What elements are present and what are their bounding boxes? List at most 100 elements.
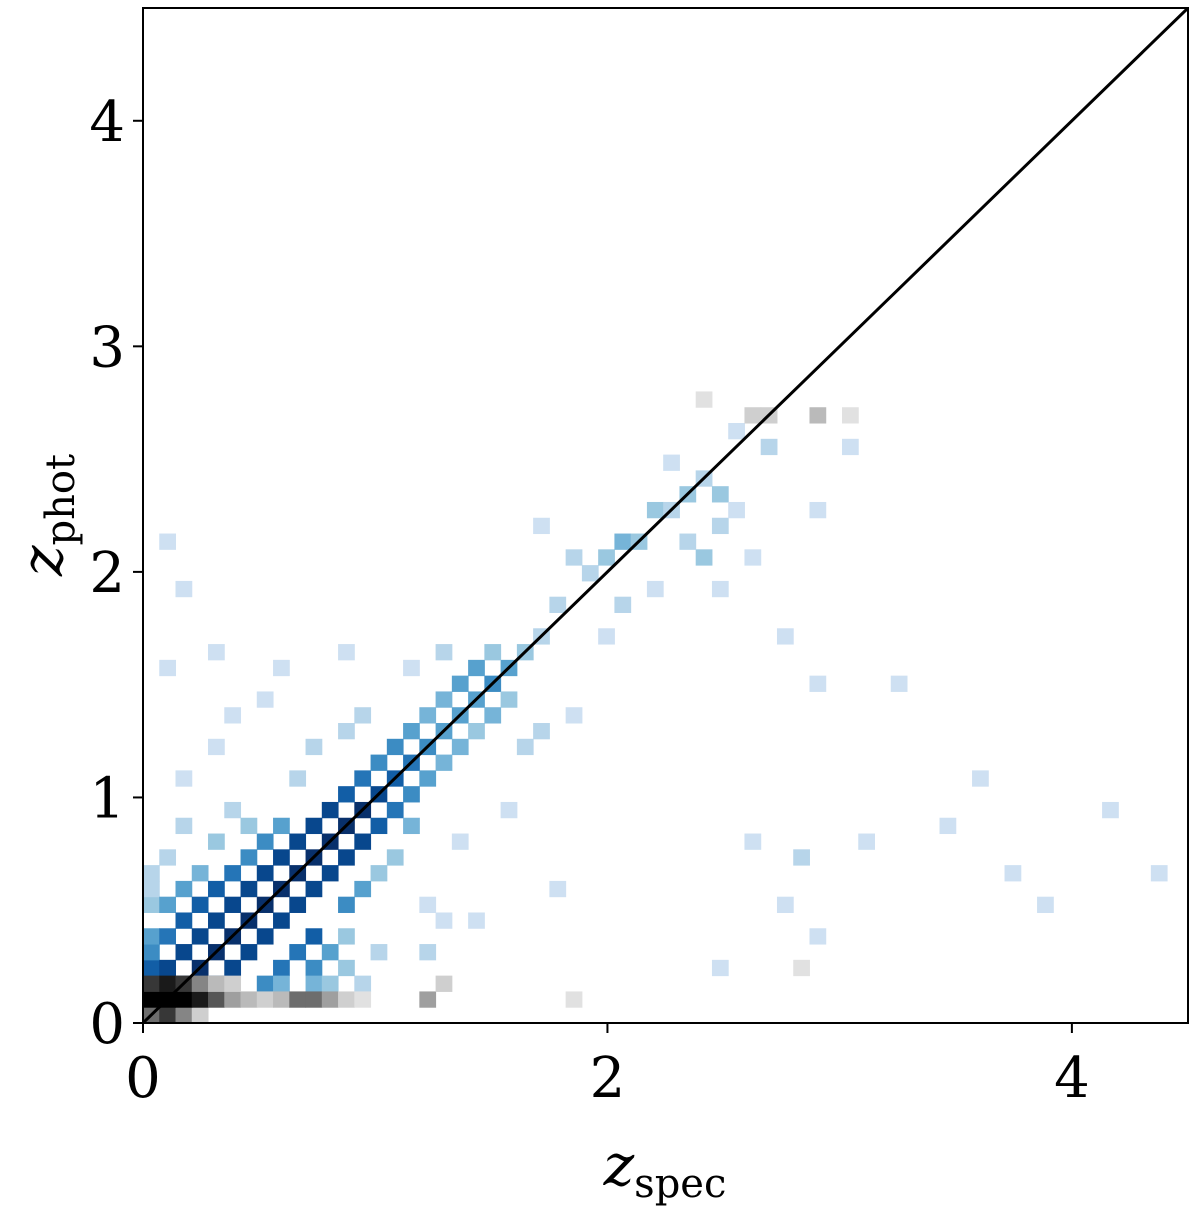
y-label-subscript: phot [38, 454, 84, 546]
hist-cell [338, 786, 355, 803]
hist-cell [711, 517, 729, 535]
hist-cell [533, 517, 550, 535]
plot-frame [142, 7, 1189, 1024]
hist-cell [305, 991, 323, 1008]
hist-cell [890, 675, 908, 692]
hist-cell [435, 912, 453, 929]
hist-cell [175, 912, 193, 929]
identity-line [143, 8, 1188, 1023]
hist-cell [549, 880, 567, 898]
hist-cell [581, 565, 599, 582]
hist-cell [549, 596, 567, 613]
hist-cell [760, 438, 778, 456]
hist-cell [403, 659, 420, 677]
hist-cell [175, 991, 193, 1008]
hist-cell [305, 880, 323, 898]
hist-cell [468, 912, 485, 929]
hist-cell [451, 833, 469, 850]
hist-cell [208, 880, 225, 898]
hist-cell [289, 770, 307, 787]
hist-cell [776, 896, 794, 913]
hist-cell [273, 912, 290, 929]
hist-cell [728, 501, 745, 519]
x-label-symbol: z [603, 1131, 635, 1199]
hist-cell [1037, 896, 1054, 913]
hist-cell [711, 486, 729, 503]
hist-cell [338, 959, 355, 977]
hist-cell [744, 549, 762, 566]
hist-cell [175, 817, 193, 835]
hist-cell [305, 928, 323, 945]
hist-cell [321, 944, 339, 961]
y-axis-label: zphot [8, 454, 84, 577]
hist-cell [386, 849, 404, 866]
hist-cell [419, 991, 437, 1008]
hist-cell [679, 533, 697, 550]
hist-cell [614, 533, 632, 550]
hist-cell [695, 391, 713, 408]
hist-cell [159, 659, 177, 677]
hist-cell [1102, 801, 1119, 819]
hist-cell [468, 659, 485, 677]
hist-cell [744, 833, 762, 850]
hist-cell [435, 975, 453, 992]
hist-cell [809, 501, 827, 519]
hist-cell [403, 723, 420, 740]
hist-cell [451, 675, 469, 692]
hist-cell [256, 991, 274, 1008]
hist-cell [224, 865, 242, 882]
hist-cell [321, 865, 339, 882]
cells [143, 8, 1188, 1023]
hist-cell [208, 975, 225, 992]
hist-cell [256, 833, 274, 850]
hist-cell [159, 975, 177, 992]
hist-cell [143, 944, 160, 961]
y-tick-label: 3 [89, 315, 125, 380]
hist-cell [143, 975, 160, 992]
hist-cell [208, 833, 225, 850]
hist-cell [240, 817, 258, 835]
hist-cell [338, 896, 355, 913]
y-label-symbol: z [8, 545, 76, 577]
hist-cell [175, 580, 193, 598]
hist-cell [273, 959, 290, 977]
hist-cell [208, 912, 225, 929]
x-tick-label: 4 [1054, 1046, 1090, 1111]
hist-cell [516, 738, 534, 756]
hist-cell [338, 849, 355, 866]
y-tick-label: 2 [89, 541, 125, 606]
hist-cell [208, 991, 225, 1008]
hist-cell [159, 959, 177, 977]
x-tick-label: 2 [590, 1046, 626, 1111]
hist-cell [354, 880, 372, 898]
hist-cell [159, 1007, 177, 1023]
hist-cell [354, 833, 372, 850]
hist-cell [419, 770, 437, 787]
hist-cell [370, 944, 388, 961]
hist-cell [224, 959, 242, 977]
hist-cell [224, 707, 242, 724]
hist-cell [663, 454, 680, 471]
hist-cell [224, 975, 242, 992]
hist-cell [256, 865, 274, 882]
hist-cell [175, 944, 193, 961]
hist-cell [435, 691, 453, 708]
hist-cell [354, 991, 372, 1008]
hist-cell [484, 644, 502, 661]
x-tick-label: 0 [125, 1046, 161, 1111]
hist-cell [468, 723, 485, 740]
hist-cell [273, 817, 290, 835]
hist-cell [305, 738, 323, 756]
hist-cell [224, 896, 242, 913]
hist-cell [273, 659, 290, 677]
hist-cell [321, 975, 339, 992]
hist-cell [793, 849, 810, 866]
hist-cell [256, 975, 274, 992]
hist-cell [159, 928, 177, 945]
hist-cell [646, 580, 664, 598]
hist-cell [646, 501, 664, 519]
hist-cell [191, 975, 209, 992]
hist-cell [305, 817, 323, 835]
hist-cell [776, 628, 794, 645]
